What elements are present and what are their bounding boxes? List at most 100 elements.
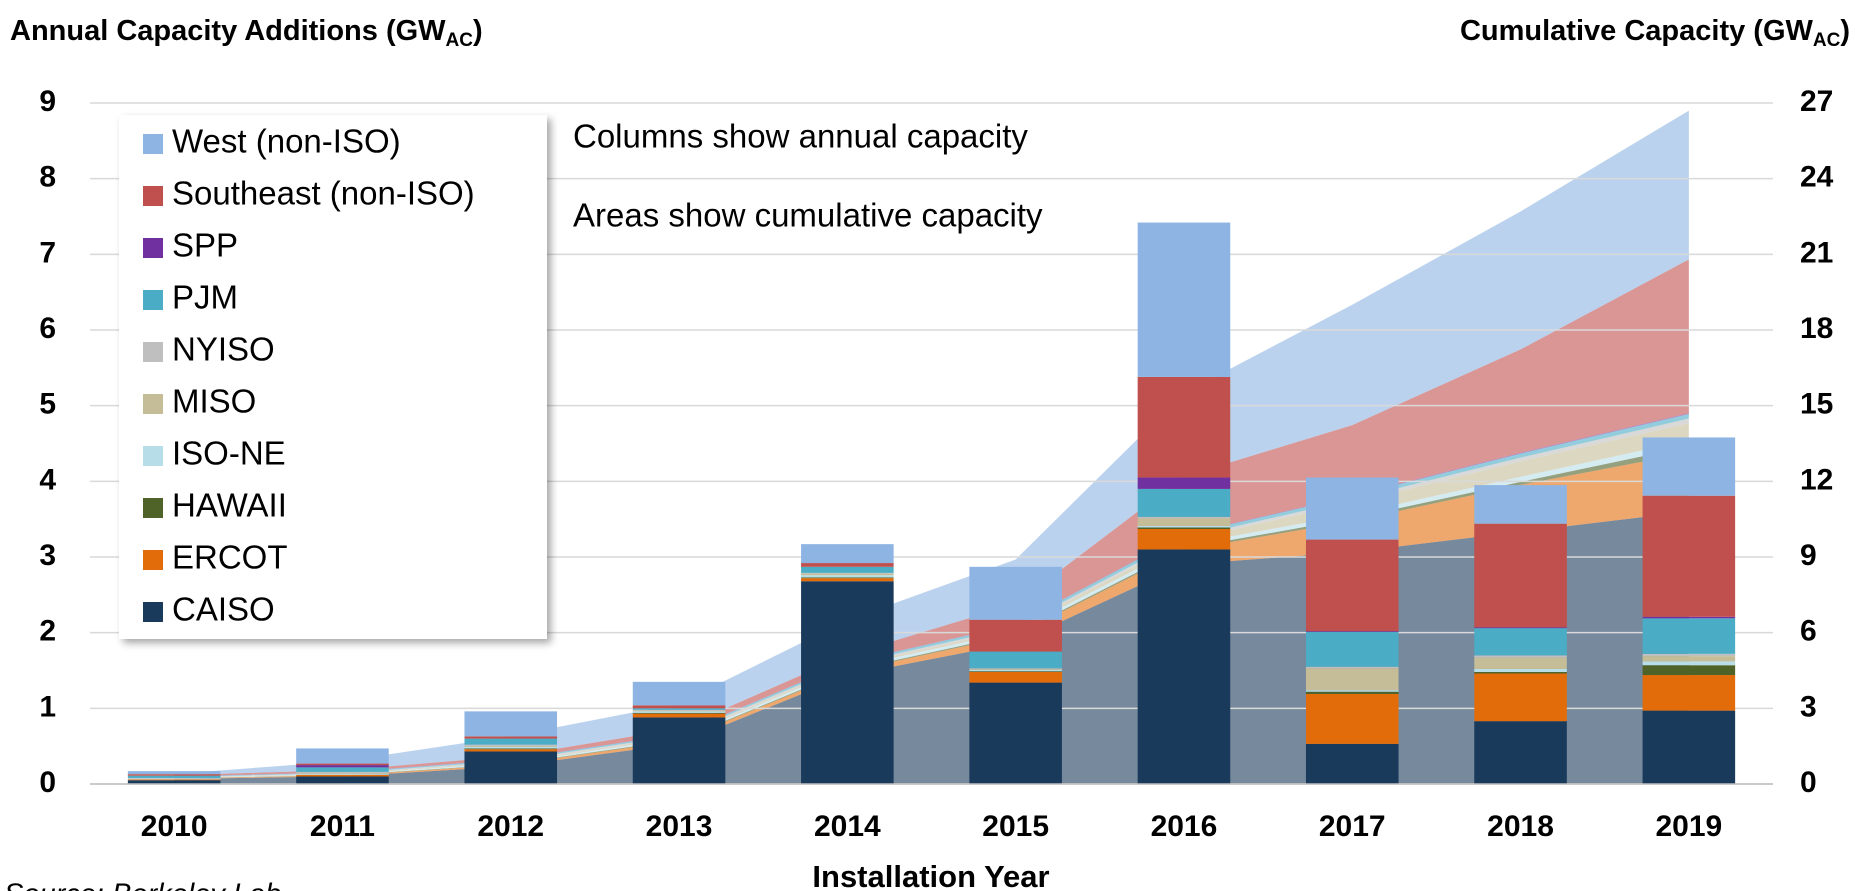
bar-segment bbox=[1305, 691, 1399, 694]
y-axis-title-end: ) bbox=[473, 15, 483, 47]
bar-segment bbox=[1642, 665, 1736, 676]
cumulative-area bbox=[174, 446, 1689, 779]
bar-segment bbox=[1305, 743, 1399, 784]
y-tick-label: 2 bbox=[39, 615, 56, 648]
y2-tick-label: 9 bbox=[1800, 539, 1817, 572]
bars bbox=[127, 222, 1736, 784]
bar-segment bbox=[1305, 477, 1399, 540]
annotation: Areas show cumulative capacity bbox=[573, 197, 1043, 234]
bar-segment bbox=[801, 581, 894, 784]
y2-tick-label: 6 bbox=[1800, 615, 1817, 648]
bar-segment bbox=[1474, 523, 1567, 628]
bar-segment bbox=[1137, 527, 1231, 530]
x-axis-title: Installation Year bbox=[812, 859, 1049, 891]
bar-segment bbox=[1642, 661, 1736, 666]
legend-swatch bbox=[143, 290, 163, 310]
bar-segment bbox=[464, 746, 558, 749]
bar-segment bbox=[632, 717, 726, 784]
cumulative-area bbox=[174, 418, 1689, 778]
bar-segment bbox=[127, 774, 221, 776]
bar-segment bbox=[1305, 693, 1399, 744]
bar-segment bbox=[1642, 656, 1736, 662]
bar-segment bbox=[1474, 721, 1567, 784]
legend-swatch bbox=[143, 186, 163, 206]
bar-segment bbox=[801, 577, 894, 579]
y-tick-label: 1 bbox=[39, 690, 56, 723]
bar-segment bbox=[296, 773, 389, 775]
bar-segment bbox=[632, 713, 726, 718]
bar-segment bbox=[127, 775, 221, 778]
y-tick-label: 3 bbox=[39, 539, 56, 572]
bar-segment bbox=[296, 748, 389, 764]
bar-segment bbox=[127, 778, 221, 780]
bar-segment bbox=[969, 671, 1062, 673]
annotation: Columns show annual capacity bbox=[573, 118, 1028, 155]
bar-segment bbox=[1642, 710, 1736, 784]
bar-segment bbox=[801, 566, 894, 573]
bar-segment bbox=[801, 572, 894, 574]
bar-segment bbox=[1474, 668, 1567, 673]
bar-segment bbox=[464, 749, 558, 752]
x-tick-label: 2018 bbox=[1487, 810, 1554, 843]
legend-swatch bbox=[143, 238, 163, 258]
bar-segment bbox=[1137, 376, 1231, 478]
bar-segment bbox=[969, 668, 1062, 670]
bar-segment bbox=[1137, 222, 1231, 377]
bar-segment bbox=[296, 771, 389, 774]
legend-label: NYISO bbox=[172, 331, 275, 368]
y2-tick-label: 15 bbox=[1800, 388, 1833, 421]
bar-segment bbox=[632, 709, 726, 711]
bar-segment bbox=[801, 578, 894, 582]
bar-segment bbox=[632, 705, 726, 709]
bar-segment bbox=[464, 744, 558, 747]
y2-axis-title-end: ) bbox=[1840, 15, 1850, 47]
bar-segment bbox=[1474, 673, 1567, 722]
bar-segment bbox=[969, 682, 1062, 784]
x-tick-label: 2016 bbox=[1151, 810, 1218, 843]
y-axis-title: Annual Capacity Additions (GWAC) bbox=[10, 15, 483, 51]
bar-segment bbox=[969, 566, 1062, 620]
bar-segment bbox=[464, 738, 558, 745]
bar-segment bbox=[464, 746, 558, 747]
y-tick-label: 4 bbox=[39, 463, 56, 496]
bar-segment bbox=[464, 736, 558, 739]
bar-segment bbox=[1137, 518, 1231, 526]
legend-swatch bbox=[143, 342, 163, 362]
bar-segment bbox=[801, 544, 894, 564]
bar-segment bbox=[969, 669, 1062, 672]
bar-segment bbox=[1642, 495, 1736, 617]
legend-box bbox=[119, 115, 547, 639]
legend-swatch bbox=[143, 498, 163, 518]
bar-segment bbox=[801, 563, 894, 567]
legend-swatch bbox=[143, 394, 163, 414]
bar-segment bbox=[464, 748, 558, 750]
bar-segment bbox=[1642, 653, 1736, 657]
legend-label: PJM bbox=[172, 279, 238, 316]
bar-segment bbox=[801, 573, 894, 576]
bar-segment bbox=[632, 708, 726, 710]
y-tick-label: 9 bbox=[39, 85, 56, 118]
x-tick-label: 2015 bbox=[982, 810, 1049, 843]
legend-swatch bbox=[143, 602, 163, 622]
bar-segment bbox=[1474, 485, 1567, 524]
bar-segment bbox=[296, 763, 389, 766]
y-tick-label: 8 bbox=[39, 161, 56, 194]
bar-segment bbox=[296, 774, 389, 777]
legend-label: MISO bbox=[172, 383, 256, 420]
x-tick-label: 2019 bbox=[1655, 810, 1722, 843]
y2-tick-label: 0 bbox=[1800, 766, 1817, 799]
y2-tick-label: 12 bbox=[1800, 463, 1833, 496]
legend-label: ERCOT bbox=[172, 539, 288, 576]
y2-tick-label: 24 bbox=[1800, 161, 1834, 194]
x-tick-label: 2012 bbox=[477, 810, 544, 843]
bar-segment bbox=[969, 619, 1062, 652]
bar-segment bbox=[1305, 631, 1399, 667]
y-tick-label: 6 bbox=[39, 312, 56, 345]
y2-axis-title-text: Cumulative Capacity (GW bbox=[1460, 15, 1814, 47]
bar-segment bbox=[1305, 666, 1399, 669]
bar-segment bbox=[632, 711, 726, 713]
legend-label: West (non-ISO) bbox=[172, 123, 401, 160]
bar-segment bbox=[1137, 516, 1231, 519]
bar-segment bbox=[296, 767, 389, 772]
